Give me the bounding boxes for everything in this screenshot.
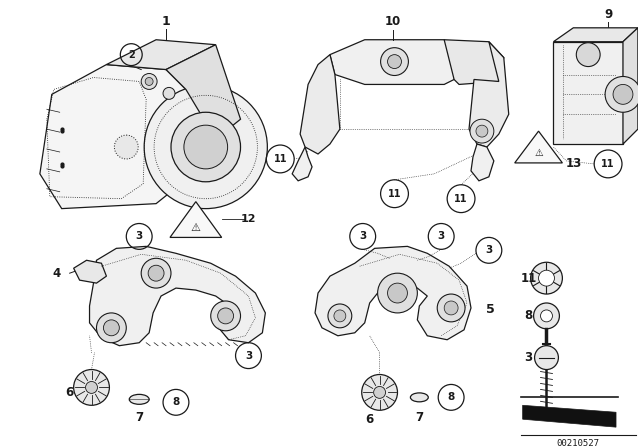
Polygon shape [292,147,312,181]
Text: 2: 2 [128,50,134,60]
Circle shape [444,301,458,315]
Polygon shape [523,405,616,427]
Circle shape [184,125,228,169]
Polygon shape [554,28,638,42]
Text: 5: 5 [486,303,495,316]
Text: 11: 11 [520,271,537,284]
Polygon shape [74,260,106,283]
Circle shape [605,77,640,112]
Text: 11: 11 [454,194,468,204]
Circle shape [148,265,164,281]
Text: 1: 1 [162,15,170,28]
Circle shape [576,43,600,67]
Text: 3: 3 [438,232,445,241]
Polygon shape [106,40,216,69]
Text: 8: 8 [525,310,532,323]
Circle shape [163,87,175,99]
Polygon shape [40,65,186,209]
Circle shape [381,47,408,76]
Text: 6: 6 [365,413,374,426]
Text: 11: 11 [388,189,401,199]
Polygon shape [166,45,241,139]
Circle shape [374,387,385,398]
Text: 8: 8 [172,397,180,407]
Circle shape [104,320,119,336]
Text: 3: 3 [359,232,366,241]
Circle shape [328,304,352,328]
Circle shape [534,346,559,370]
Text: 3: 3 [485,246,493,255]
Text: 10: 10 [385,15,401,28]
Circle shape [74,370,109,405]
Circle shape [613,84,633,104]
Text: 11: 11 [273,154,287,164]
Text: 3: 3 [525,351,532,364]
Ellipse shape [129,394,149,404]
Circle shape [531,262,563,294]
Circle shape [218,308,234,324]
Circle shape [115,135,138,159]
Circle shape [144,86,268,209]
Text: ⚠: ⚠ [534,148,543,158]
Text: 8: 8 [447,392,455,402]
Polygon shape [90,246,266,346]
Circle shape [141,258,171,288]
Polygon shape [315,246,471,340]
Polygon shape [170,202,221,237]
Circle shape [476,125,488,137]
Polygon shape [300,55,340,154]
Circle shape [470,119,494,143]
Circle shape [97,313,126,343]
Text: 4: 4 [52,267,61,280]
Polygon shape [469,42,509,147]
Ellipse shape [410,393,428,402]
Polygon shape [471,144,494,181]
Text: 6: 6 [65,386,74,399]
Circle shape [534,303,559,329]
Circle shape [362,375,397,410]
Text: 9: 9 [604,9,612,22]
Text: 3: 3 [136,232,143,241]
Polygon shape [515,131,563,163]
Circle shape [388,283,408,303]
Polygon shape [330,40,459,84]
Circle shape [171,112,241,182]
Circle shape [388,55,401,69]
Text: 7: 7 [135,411,143,424]
Text: 3: 3 [245,351,252,361]
Circle shape [437,294,465,322]
Circle shape [538,270,554,286]
Circle shape [334,310,346,322]
Circle shape [141,73,157,90]
Text: 13: 13 [565,157,582,170]
Circle shape [541,310,552,322]
Polygon shape [444,40,504,84]
Polygon shape [554,42,623,144]
Circle shape [145,78,153,86]
Circle shape [378,273,417,313]
Text: ⚠: ⚠ [191,223,201,233]
Polygon shape [623,28,638,144]
Text: 12: 12 [241,214,256,224]
Text: 7: 7 [415,411,424,424]
Text: 00210527: 00210527 [557,439,600,448]
Text: 11: 11 [602,159,615,169]
Circle shape [211,301,241,331]
Circle shape [86,381,97,393]
